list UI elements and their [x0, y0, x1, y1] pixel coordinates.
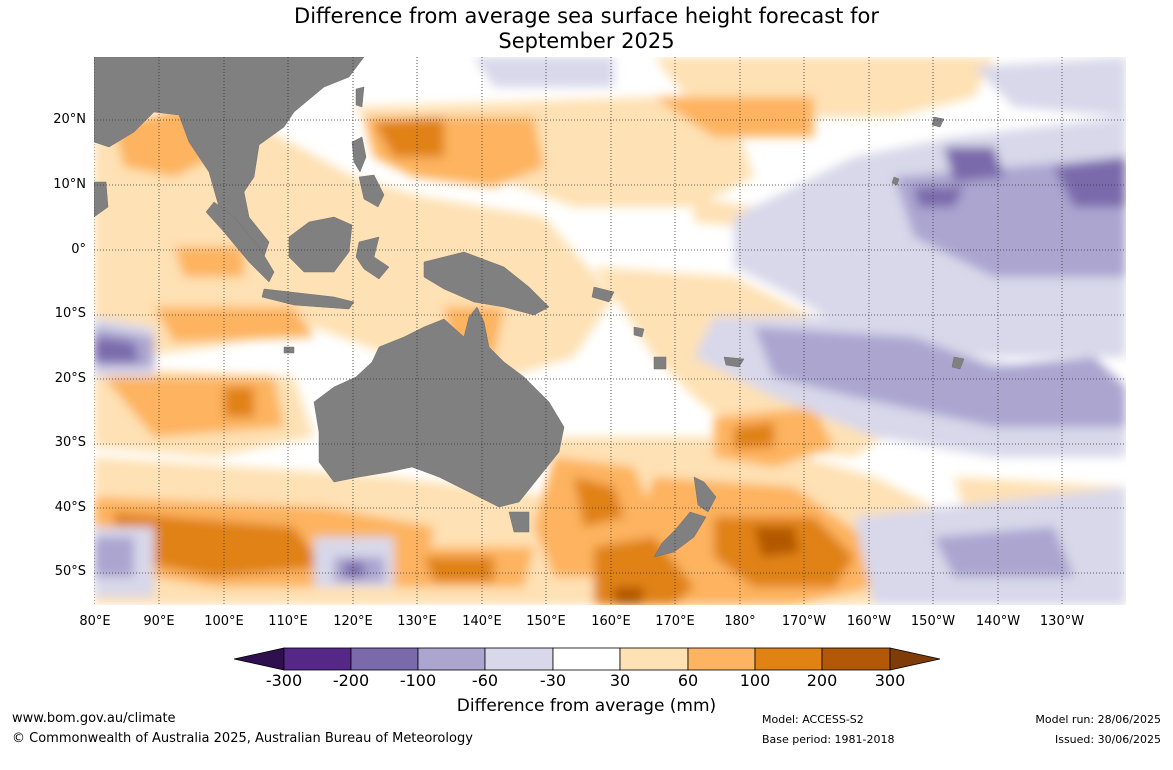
lon-label-170w: 170°W	[781, 614, 827, 629]
lat-label-10n: 10°N	[53, 177, 86, 192]
land-masses	[94, 57, 965, 558]
lat-label-20n: 20°N	[53, 112, 86, 127]
colorbar-bin-3	[417, 647, 486, 671]
colorbar-bin-6	[619, 647, 689, 671]
lon-label-140e: 140°E	[462, 614, 502, 629]
colorbar-tick-10: 300	[874, 671, 906, 690]
lat-label-20s: 20°S	[54, 371, 86, 386]
footer-base-period: Base period: 1981-2018	[762, 733, 895, 746]
lon-label-140w: 140°W	[975, 614, 1021, 629]
colorbar-tick-6: 30	[609, 671, 631, 690]
lon-label-180: 180°	[724, 614, 756, 629]
colorbar-bin-2	[350, 647, 419, 671]
colorbar-bin-1	[283, 647, 352, 671]
colorbar-tick-7: 60	[677, 671, 699, 690]
lon-label-100e: 100°E	[204, 614, 244, 629]
sea-height-anomaly-map	[94, 57, 1126, 605]
lat-label-50s: 50°S	[54, 564, 86, 579]
lon-label-160e: 160°E	[591, 614, 631, 629]
colorbar-tick-2: -200	[332, 671, 370, 690]
lat-label-40s: 40°S	[54, 500, 86, 515]
colorbar-high-extend	[889, 647, 940, 671]
footer-model-run: Model run: 28/06/2025	[1035, 713, 1161, 726]
footer-copyright: © Commonwealth of Australia 2025, Austra…	[12, 731, 473, 746]
lon-label-150w: 150°W	[910, 614, 956, 629]
colorbar-tick-5: -30	[539, 671, 567, 690]
title-line-1: Difference from average sea surface heig…	[294, 4, 879, 28]
lon-label-90e: 90°E	[143, 614, 175, 629]
lon-label-120e: 120°E	[333, 614, 373, 629]
colorbar-bin-9	[821, 647, 891, 671]
lat-label-30s: 30°S	[54, 435, 86, 450]
lon-label-130w: 130°W	[1039, 614, 1085, 629]
colorbar-tick-8: 100	[739, 671, 771, 690]
colorbar-tick-3: -100	[399, 671, 437, 690]
lon-label-170e: 170°E	[655, 614, 695, 629]
colorbar-tick-4: -60	[471, 671, 499, 690]
lon-label-160w: 160°W	[846, 614, 892, 629]
lon-label-110e: 110°E	[268, 614, 308, 629]
colorbar-tick-1: -300	[265, 671, 303, 690]
map-title: Difference from average sea surface heig…	[0, 4, 1173, 54]
lon-label-80e: 80°E	[79, 614, 111, 629]
lat-label-0: 0°	[71, 242, 86, 257]
anomaly-field	[94, 57, 1126, 605]
colorbar-bin-5	[552, 647, 621, 671]
lat-label-10s: 10°S	[54, 306, 86, 321]
colorbar	[234, 647, 940, 671]
title-line-2: September 2025	[498, 29, 675, 53]
colorbar-tick-9: 200	[806, 671, 838, 690]
graticule	[94, 57, 1126, 605]
colorbar-low-extend	[234, 647, 285, 671]
colorbar-label: Difference from average (mm)	[456, 696, 717, 716]
lon-label-130e: 130°E	[397, 614, 437, 629]
footer-url[interactable]: www.bom.gov.au/climate	[12, 711, 176, 726]
colorbar-bin-4	[484, 647, 554, 671]
footer-model: Model: ACCESS-S2	[762, 713, 864, 726]
colorbar-bin-8	[754, 647, 823, 671]
footer-issued: Issued: 30/06/2025	[1054, 733, 1161, 746]
lon-label-150e: 150°E	[526, 614, 566, 629]
colorbar-bin-7	[687, 647, 756, 671]
